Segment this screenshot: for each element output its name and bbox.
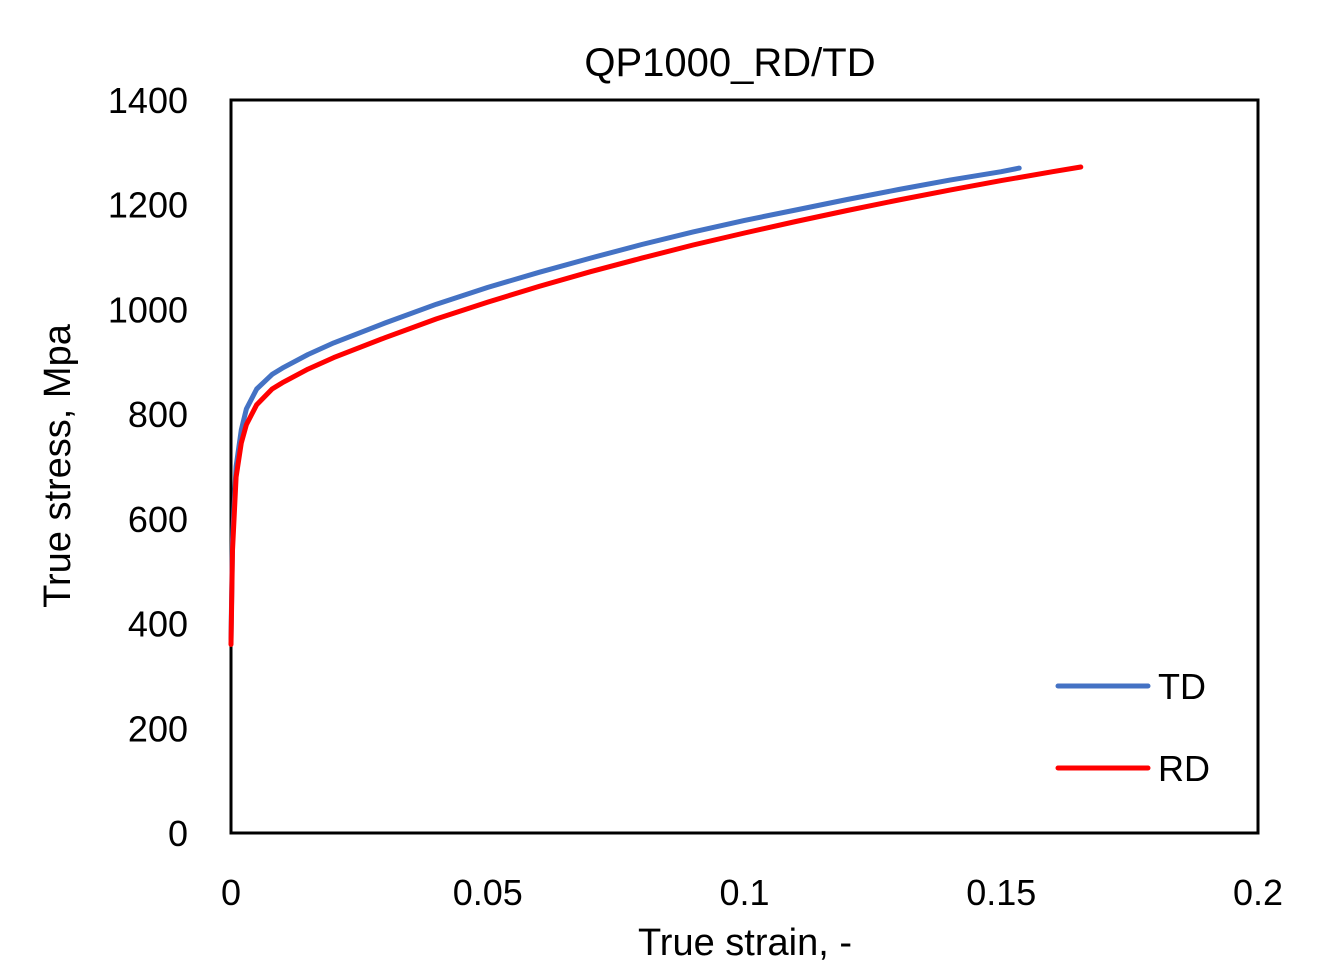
y-tick-label: 0 bbox=[168, 813, 188, 854]
series-line-td bbox=[228, 165, 1022, 642]
y-tick-label: 800 bbox=[128, 394, 188, 435]
chart-title: QP1000_RD/TD bbox=[584, 41, 875, 85]
x-tick-label: 0.05 bbox=[453, 872, 523, 913]
x-tick-label: 0.2 bbox=[1233, 872, 1283, 913]
x-tick-label: 0 bbox=[221, 872, 241, 913]
plot-area-frame bbox=[229, 98, 1260, 835]
y-tick-label: 400 bbox=[128, 604, 188, 645]
x-tick-label: 0.1 bbox=[719, 872, 769, 913]
series-lines bbox=[228, 164, 1084, 647]
y-tick-label: 200 bbox=[128, 708, 188, 749]
y-tick-label: 1000 bbox=[108, 289, 188, 330]
legend-label-td: TD bbox=[1158, 666, 1206, 707]
y-tick-label: 600 bbox=[128, 499, 188, 540]
x-axis-title: True strain, - bbox=[638, 922, 852, 964]
x-tick-label: 0.15 bbox=[966, 872, 1036, 913]
legend: TD RD bbox=[1055, 666, 1210, 789]
y-axis-tick-labels: 0 200 400 600 800 1000 1200 1400 bbox=[108, 80, 188, 854]
y-axis-title: True stress, Mpa bbox=[37, 323, 79, 608]
y-tick-label: 1200 bbox=[108, 185, 188, 226]
x-axis-tick-labels: 0 0.05 0.1 0.15 0.2 bbox=[221, 872, 1283, 913]
y-tick-label: 1400 bbox=[108, 80, 188, 121]
legend-label-rd: RD bbox=[1158, 748, 1210, 789]
series-line-rd bbox=[228, 164, 1084, 647]
